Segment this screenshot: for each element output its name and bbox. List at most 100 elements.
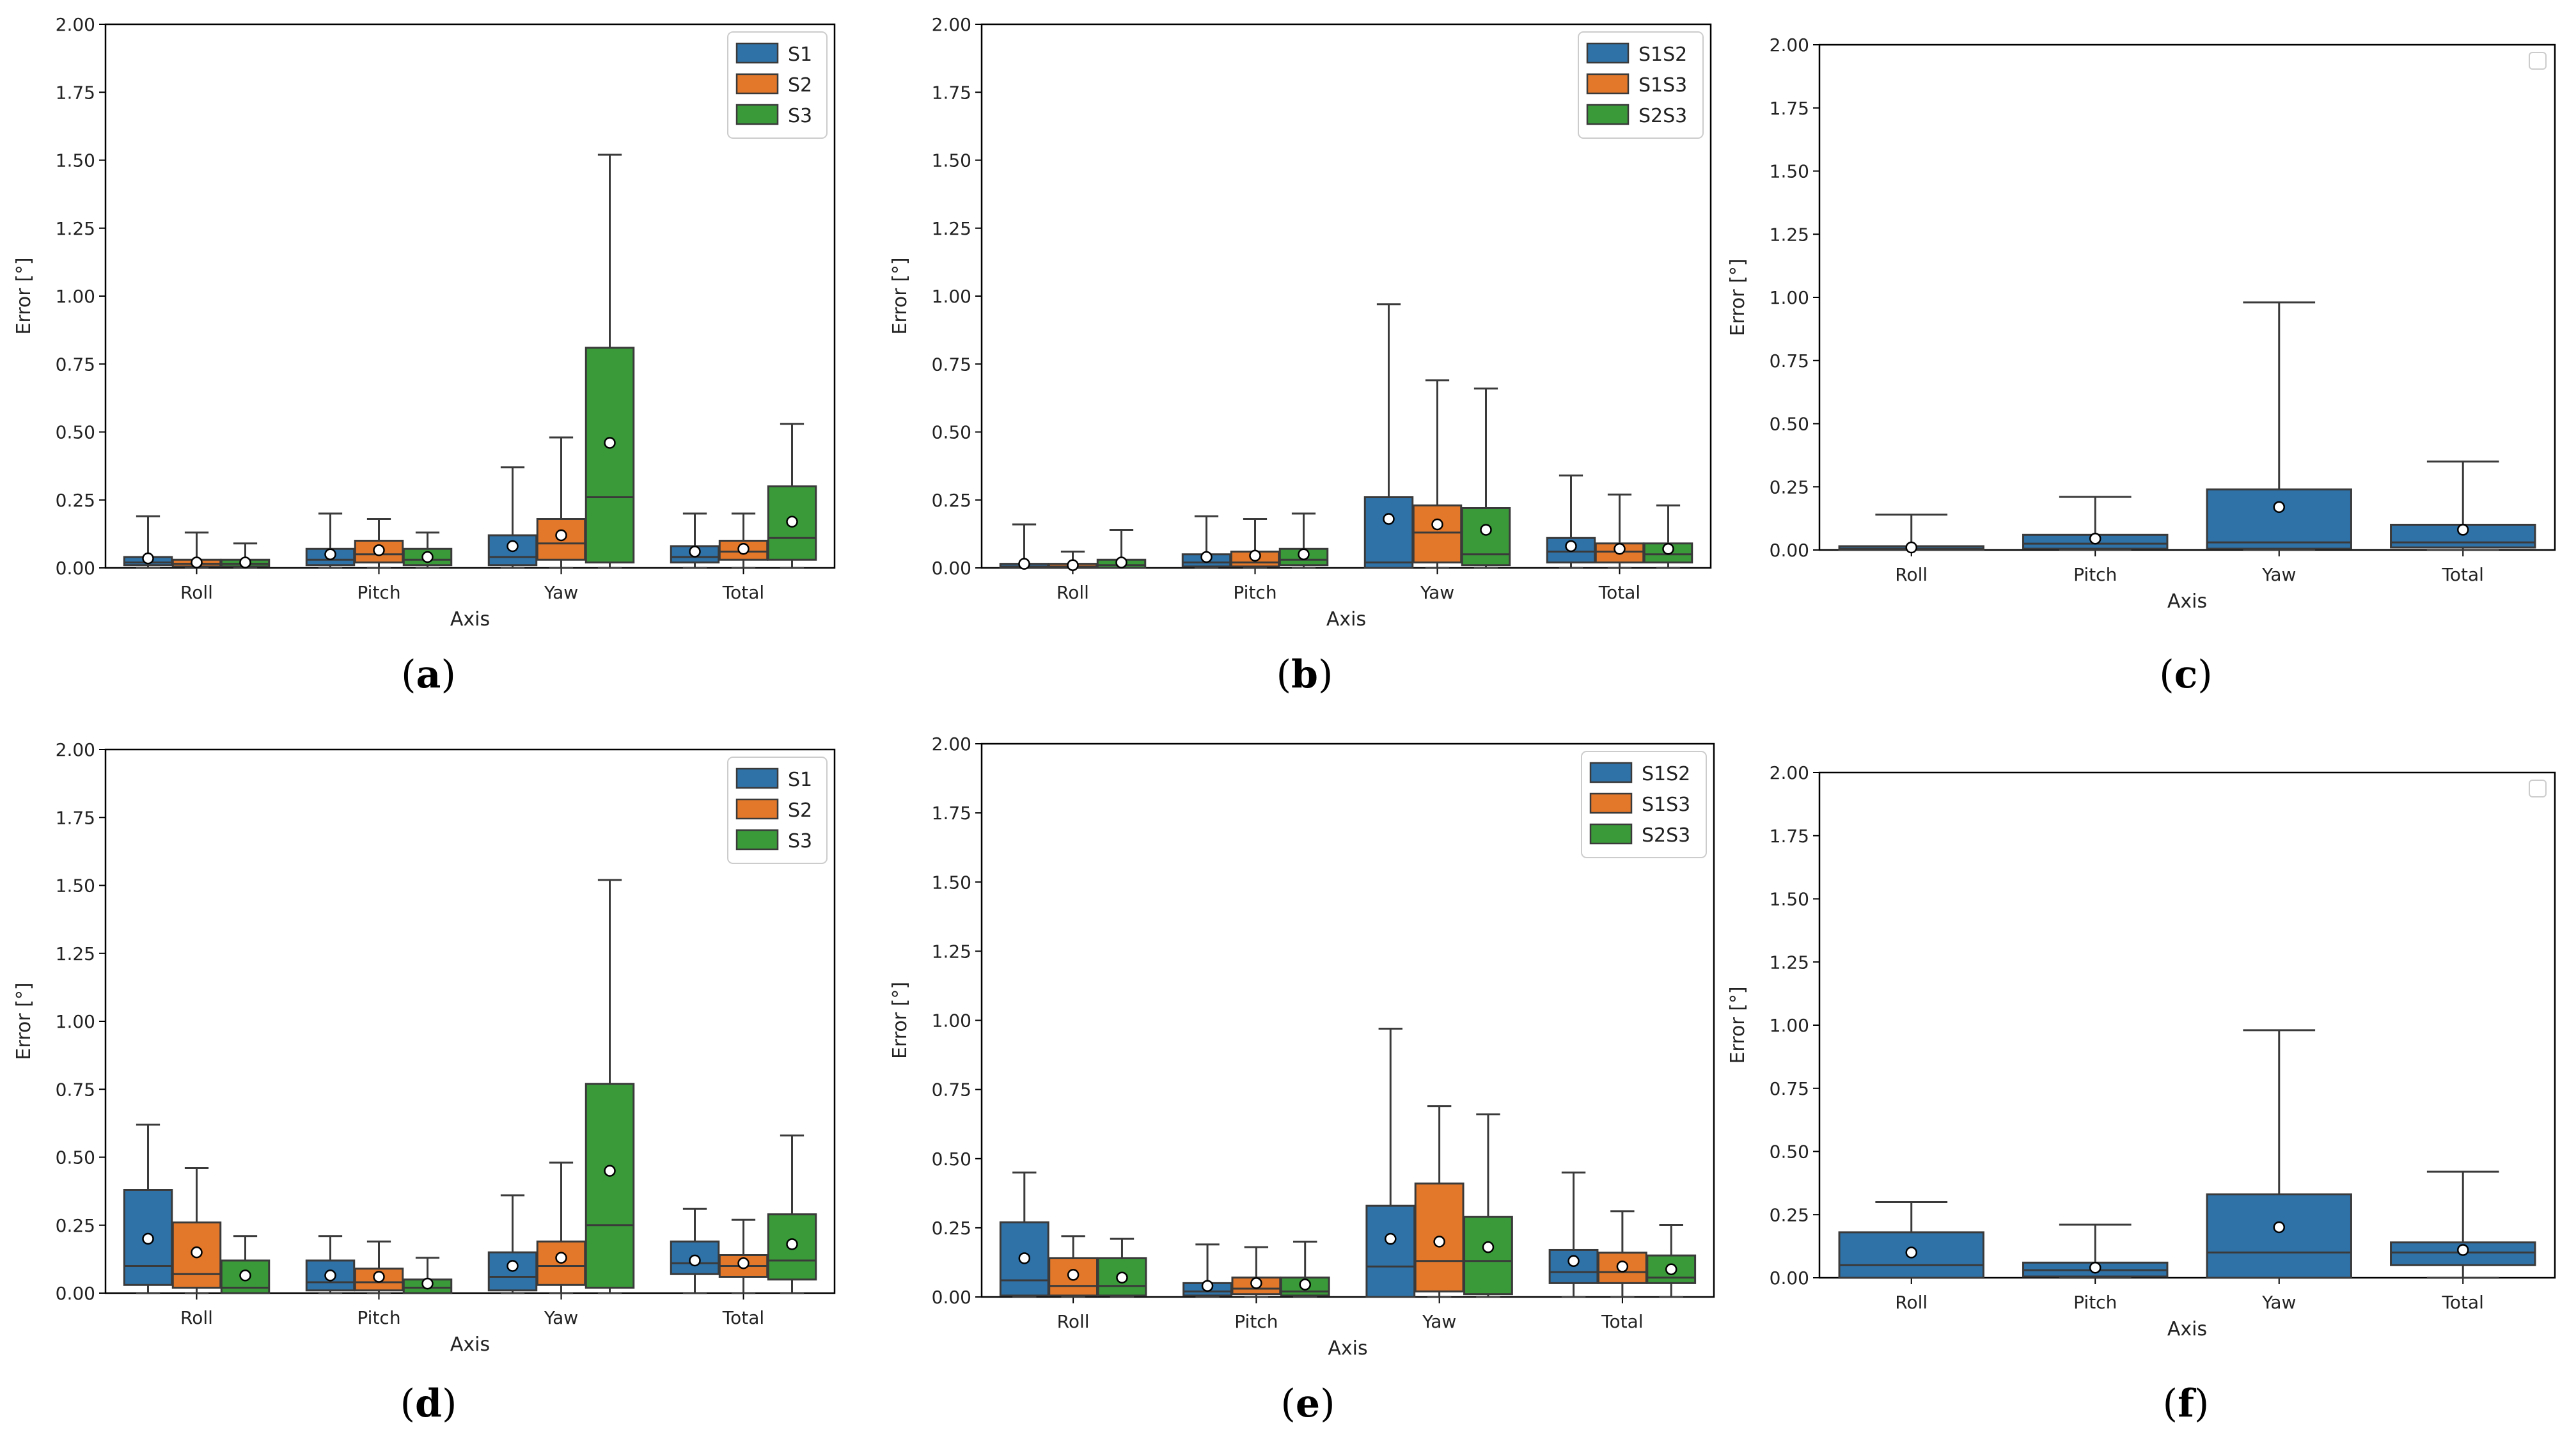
box-S3-yaw xyxy=(585,153,635,569)
box-S1S2-pitch xyxy=(1181,515,1232,569)
y-tick-label: 1.75 xyxy=(932,82,971,103)
mean-marker xyxy=(1905,541,1917,554)
box-S3-roll xyxy=(220,1235,271,1294)
y-tick-label: 1.50 xyxy=(932,150,971,171)
mean-marker xyxy=(1665,1263,1677,1275)
panel-label-open: ( xyxy=(400,1381,415,1426)
legend-label: S2S3 xyxy=(1638,105,1687,127)
box-S2S3-total xyxy=(1646,1224,1697,1298)
iqr-box xyxy=(585,347,635,563)
legend xyxy=(2529,52,2547,70)
mean-marker xyxy=(2273,1221,2285,1234)
x-tick-label: Yaw xyxy=(2261,1292,2296,1313)
panel-label-open: ( xyxy=(401,652,416,697)
panel-label-open: ( xyxy=(1280,1381,1295,1426)
y-tick-label: 0.00 xyxy=(56,1283,95,1304)
y-tick-label: 0.50 xyxy=(1770,414,1809,435)
box-S2-pitch xyxy=(354,1240,404,1294)
y-tick-label: 1.50 xyxy=(1770,161,1809,182)
x-tick-label: Pitch xyxy=(2073,1292,2117,1313)
box-S2S3-total xyxy=(1643,504,1693,569)
panel-label-letter: d xyxy=(415,1381,442,1426)
y-tick-label: 0.75 xyxy=(56,354,95,375)
legend xyxy=(2529,780,2547,797)
mean-marker xyxy=(1299,1278,1311,1291)
x-tick-label: Roll xyxy=(1895,1292,1928,1313)
iqr-box xyxy=(2206,488,2352,550)
panel-label: (b) xyxy=(1276,652,1333,697)
box-S2S3-roll xyxy=(1096,529,1147,569)
legend-label: S3 xyxy=(788,105,812,127)
panel-label-open: ( xyxy=(2163,1381,2178,1426)
legend-label: S2 xyxy=(788,74,812,97)
legend: S1 S2 S3 xyxy=(727,757,828,864)
panel-label-letter: e xyxy=(1296,1381,1320,1426)
legend: S1S2 S1S3 S2S3 xyxy=(1581,751,1707,858)
y-tick-label: 1.00 xyxy=(932,286,971,307)
x-tick-label: Roll xyxy=(180,1307,213,1328)
box-S2S3-yaw xyxy=(1461,388,1511,569)
y-tick-label: 0.50 xyxy=(56,1147,95,1168)
y-tick-label: 2.00 xyxy=(932,14,971,35)
legend-swatch xyxy=(1589,792,1633,814)
box-S2-yaw xyxy=(536,1161,586,1294)
legend-swatch xyxy=(1586,73,1630,95)
y-tick-label: 1.25 xyxy=(932,941,971,962)
y-tick-label: 0.75 xyxy=(932,1080,971,1101)
box-S1-yaw xyxy=(487,1194,538,1294)
legend-swatch xyxy=(735,42,779,64)
y-tick-label: 0.75 xyxy=(56,1079,95,1100)
x-tick-label: Pitch xyxy=(1233,582,1276,603)
iqr-box xyxy=(1363,496,1414,569)
legend-label: S1 xyxy=(788,769,812,791)
y-tick-label: 2.00 xyxy=(932,734,971,755)
y-tick-label: 0.25 xyxy=(56,1215,95,1236)
mean-marker xyxy=(604,1165,616,1177)
panel-label-close: ) xyxy=(2194,1381,2209,1426)
box-S1-roll xyxy=(123,1124,173,1294)
y-tick-label: 2.00 xyxy=(56,14,95,35)
legend-label: S1 xyxy=(788,43,812,66)
box-S1-roll xyxy=(123,515,173,569)
y-axis-title: Error [°] xyxy=(1727,986,1749,1064)
y-tick-label: 1.25 xyxy=(56,218,95,239)
x-tick-label: Roll xyxy=(180,582,213,603)
legend-label: S2 xyxy=(788,799,812,822)
mean-marker xyxy=(1383,513,1395,525)
panel-label-letter: a xyxy=(416,652,441,697)
panel-label-letter: f xyxy=(2178,1381,2197,1426)
mean-marker xyxy=(2089,532,2101,545)
mean-marker xyxy=(1905,1246,1917,1259)
mean-marker xyxy=(191,1246,203,1259)
mean-marker xyxy=(1385,1232,1397,1245)
box-S1-yaw xyxy=(487,466,538,569)
box-S3-pitch xyxy=(402,531,453,569)
mean-marker xyxy=(1565,540,1577,553)
panel-label: (f) xyxy=(2163,1381,2210,1426)
plot-frame xyxy=(104,23,836,569)
box-single-yaw xyxy=(2206,1029,2352,1279)
panel-label: (e) xyxy=(1280,1381,1335,1426)
box-single-pitch xyxy=(2022,1223,2169,1279)
box-S2S3-roll xyxy=(1097,1237,1147,1298)
mean-marker xyxy=(324,548,336,560)
box-single-pitch xyxy=(2022,496,2169,551)
mean-marker xyxy=(507,540,519,553)
x-tick-label: Yaw xyxy=(544,582,578,603)
mean-marker xyxy=(2457,524,2469,536)
box-single-roll xyxy=(1838,514,1984,554)
y-tick-label: 2.00 xyxy=(56,739,95,760)
mean-marker xyxy=(1201,1280,1214,1292)
box-S3-pitch xyxy=(402,1257,453,1294)
x-tick-label: Roll xyxy=(1056,582,1089,603)
mean-marker xyxy=(689,1254,701,1267)
iqr-box xyxy=(1597,1252,1647,1284)
y-axis-title: Error [°] xyxy=(889,982,911,1059)
x-tick-label: Pitch xyxy=(1234,1311,1278,1332)
mean-marker xyxy=(373,1271,385,1283)
y-tick-label: 1.75 xyxy=(56,82,95,103)
box-S1S2-yaw xyxy=(1363,303,1414,569)
y-tick-label: 0.50 xyxy=(56,422,95,443)
box-S1S2-roll xyxy=(999,523,1049,570)
